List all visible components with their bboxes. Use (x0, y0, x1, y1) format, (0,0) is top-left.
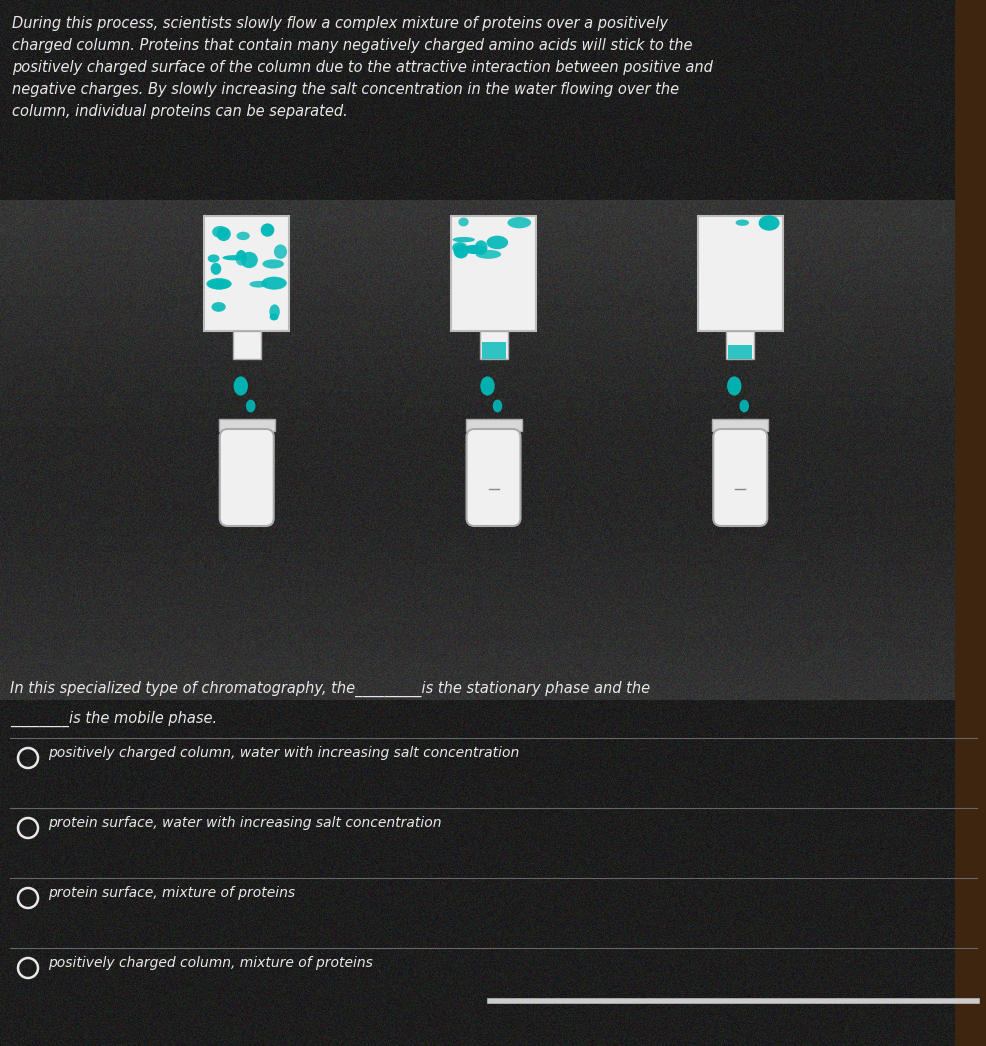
Text: positively charged column, water with increasing salt concentration: positively charged column, water with in… (48, 746, 519, 760)
Ellipse shape (453, 237, 474, 243)
Ellipse shape (759, 219, 768, 228)
Ellipse shape (739, 400, 748, 412)
Ellipse shape (474, 241, 487, 255)
Ellipse shape (260, 224, 274, 236)
Text: positively charged surface of the column due to the attractive interaction betwe: positively charged surface of the column… (12, 60, 712, 75)
Ellipse shape (206, 278, 232, 290)
Text: During this process, scientists slowly flow a complex mixture of proteins over a: During this process, scientists slowly f… (12, 16, 668, 31)
Bar (451, 217, 535, 331)
Ellipse shape (269, 314, 278, 320)
Bar (954, 0, 986, 1046)
Ellipse shape (241, 252, 257, 268)
Bar (481, 342, 505, 359)
Ellipse shape (462, 245, 486, 254)
Ellipse shape (458, 218, 468, 226)
Ellipse shape (209, 279, 230, 290)
Ellipse shape (234, 377, 247, 395)
Ellipse shape (249, 281, 267, 288)
Ellipse shape (269, 304, 280, 319)
Bar (465, 419, 521, 431)
Ellipse shape (758, 215, 779, 231)
Ellipse shape (210, 263, 221, 275)
Bar (712, 419, 767, 431)
Ellipse shape (207, 254, 219, 263)
Ellipse shape (492, 400, 502, 412)
Bar (233, 331, 260, 359)
Ellipse shape (237, 231, 249, 241)
FancyBboxPatch shape (466, 429, 520, 526)
Bar (219, 419, 274, 431)
Text: In this specialized type of chromatography, the_________is the stationary phase : In this specialized type of chromatograp… (10, 681, 650, 698)
Text: charged column. Proteins that contain many negatively charged amino acids will s: charged column. Proteins that contain ma… (12, 38, 692, 53)
Bar (479, 331, 507, 359)
Ellipse shape (212, 226, 228, 237)
Ellipse shape (237, 250, 245, 258)
Text: positively charged column, mixture of proteins: positively charged column, mixture of pr… (48, 956, 373, 970)
Bar (697, 217, 782, 331)
Ellipse shape (261, 277, 287, 290)
Ellipse shape (486, 235, 508, 249)
Ellipse shape (454, 245, 468, 258)
Bar (728, 345, 751, 359)
Bar (726, 331, 753, 359)
Ellipse shape (735, 220, 748, 226)
Ellipse shape (480, 377, 494, 395)
Ellipse shape (211, 302, 226, 312)
Ellipse shape (216, 227, 231, 241)
Ellipse shape (235, 250, 246, 266)
Text: negative charges. By slowly increasing the salt concentration in the water flowi: negative charges. By slowly increasing t… (12, 82, 678, 97)
Ellipse shape (452, 242, 467, 253)
Bar (204, 217, 289, 331)
Ellipse shape (274, 245, 287, 259)
Text: protein surface, mixture of proteins: protein surface, mixture of proteins (48, 886, 295, 900)
Ellipse shape (246, 400, 255, 412)
Text: column, individual proteins can be separated.: column, individual proteins can be separ… (12, 104, 347, 119)
Ellipse shape (727, 377, 740, 395)
Text: ________is the mobile phase.: ________is the mobile phase. (10, 711, 217, 727)
Text: protein surface, water with increasing salt concentration: protein surface, water with increasing s… (48, 816, 441, 829)
Ellipse shape (262, 259, 284, 269)
Ellipse shape (222, 255, 246, 260)
Ellipse shape (475, 250, 501, 258)
Ellipse shape (507, 217, 530, 228)
FancyBboxPatch shape (220, 429, 273, 526)
FancyBboxPatch shape (713, 429, 766, 526)
